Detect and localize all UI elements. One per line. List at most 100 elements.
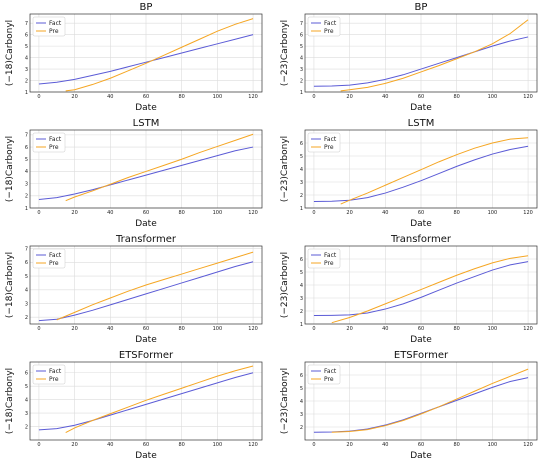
y-tick-label: 1 — [25, 90, 28, 96]
x-tick-label: 80 — [179, 442, 185, 448]
x-tick-label: 0 — [312, 94, 315, 100]
series-line-pre — [65, 365, 254, 434]
y-tick-label: 5 — [25, 274, 28, 280]
y-tick-label: 2 — [25, 194, 28, 200]
legend-label-fact: Fact — [49, 252, 62, 259]
x-tick-label: 40 — [107, 94, 113, 100]
y-tick-label: 6 — [25, 32, 28, 38]
chart-title: Transformer — [115, 234, 177, 245]
x-tick-label: 20 — [346, 94, 352, 100]
chart-svg: 0 20 40 60 80 100 120 1 2 3 4 5 6 7 BP Date (−18)Carbony… — [5, 2, 263, 113]
y-tick-label: 2 — [25, 315, 28, 321]
x-tick-label: 80 — [179, 326, 185, 332]
chart-panel-4: 0 20 40 60 80 100 120 1 2 3 4 5 6 LSTM Date (−23)Carbon… — [275, 116, 550, 232]
chart-svg: 0 20 40 60 80 100 120 1 2 3 4 5 6 Transformer Date (−23… — [280, 234, 538, 345]
y-tick-label: 4 — [300, 283, 303, 289]
legend-label-pre: Pre — [324, 144, 334, 151]
x-tick-label: 20 — [71, 94, 77, 100]
x-axis-label: Date — [135, 335, 157, 345]
chart-svg: 0 20 40 60 80 100 120 2 3 4 5 6 ETSFormer Date (−18)Ca… — [5, 350, 263, 461]
legend-label-pre: Pre — [324, 376, 334, 383]
y-tick-label: 2 — [25, 424, 28, 430]
series-line-pre — [340, 19, 529, 92]
chart-panel-2: 0 20 40 60 80 100 120 1 2 3 4 5 6 7 BP Date (−23)Carbony… — [275, 0, 550, 116]
chart-panel-1: 0 20 40 60 80 100 120 1 2 3 4 5 6 7 BP Date (−18)Carbony… — [0, 0, 275, 116]
legend-label-fact: Fact — [49, 20, 62, 27]
x-tick-label: 40 — [382, 94, 388, 100]
chart-panel-5: 0 20 40 60 80 100 120 2 3 4 5 6 7 Transformer Date (−18… — [0, 232, 275, 348]
y-axis-label: (−18)Carbonyl — [5, 20, 15, 86]
x-tick-label: 60 — [143, 94, 149, 100]
plot-frame — [29, 129, 263, 209]
chart-title: ETSFormer — [394, 350, 449, 361]
chart-svg: 0 20 40 60 80 100 120 1 2 3 4 5 6 LSTM Date (−23)Carbon… — [280, 118, 538, 229]
legend-label-fact: Fact — [324, 136, 337, 143]
y-tick-label: 7 — [25, 21, 28, 27]
legend-label-fact: Fact — [324, 368, 337, 375]
x-tick-label: 100 — [213, 326, 223, 332]
y-axis-label: (−23)Carbonyl — [280, 20, 290, 86]
x-tick-label: 80 — [179, 94, 185, 100]
x-axis-label: Date — [135, 451, 157, 461]
y-tick-label: 4 — [25, 55, 28, 61]
y-tick-label: 1 — [25, 206, 28, 212]
y-tick-label: 5 — [25, 384, 28, 390]
series-line-fact — [313, 36, 529, 87]
x-axis-label: Date — [410, 335, 432, 345]
legend-label-pre: Pre — [324, 260, 334, 267]
y-tick-label: 2 — [300, 309, 303, 315]
chart-panel-8: 0 20 40 60 80 100 120 2 3 4 5 6 ETSFormer Date (−23)Ca… — [275, 348, 550, 464]
chart-svg: 0 20 40 60 80 100 120 1 2 3 4 5 6 7 LSTM Date (−18)Carbo… — [5, 118, 263, 229]
y-tick-label: 3 — [25, 301, 28, 307]
y-tick-label: 6 — [300, 257, 303, 263]
y-tick-label: 4 — [25, 397, 28, 403]
legend-label-pre: Pre — [49, 376, 59, 383]
chart-title: LSTM — [408, 118, 435, 129]
x-tick-label: 120 — [523, 210, 533, 216]
legend-label-pre: Pre — [49, 260, 59, 267]
series-line-pre — [331, 255, 529, 324]
x-tick-label: 0 — [37, 326, 40, 332]
x-tick-label: 100 — [488, 210, 498, 216]
x-tick-label: 40 — [107, 210, 113, 216]
y-axis-label: (−18)Carbonyl — [5, 252, 15, 318]
chart-title: LSTM — [133, 118, 160, 129]
x-tick-label: 80 — [179, 210, 185, 216]
series-line-fact — [38, 146, 254, 200]
y-tick-label: 5 — [300, 270, 303, 276]
y-tick-label: 3 — [300, 67, 303, 73]
chart-svg: 0 20 40 60 80 100 120 1 2 3 4 5 6 7 BP Date (−23)Carbony… — [280, 2, 538, 113]
chart-title: BP — [140, 2, 153, 13]
y-tick-label: 1 — [300, 206, 303, 212]
x-tick-label: 60 — [418, 94, 424, 100]
x-tick-label: 100 — [488, 94, 498, 100]
y-tick-label: 4 — [25, 288, 28, 294]
y-axis-label: (−23)Carbonyl — [280, 252, 290, 318]
y-axis-label: (−18)Carbonyl — [5, 368, 15, 434]
x-tick-label: 0 — [37, 442, 40, 448]
y-tick-label: 3 — [25, 181, 28, 187]
y-tick-label: 1 — [300, 322, 303, 328]
x-tick-label: 40 — [107, 442, 113, 448]
x-tick-label: 100 — [213, 210, 223, 216]
series-line-pre — [331, 368, 529, 433]
y-tick-label: 6 — [25, 260, 28, 266]
x-tick-label: 20 — [346, 442, 352, 448]
chart-panel-6: 0 20 40 60 80 100 120 1 2 3 4 5 6 Transformer Date (−23… — [275, 232, 550, 348]
x-axis-label: Date — [135, 219, 157, 229]
y-tick-label: 3 — [300, 412, 303, 418]
series-line-pre — [340, 137, 529, 205]
legend-label-pre: Pre — [49, 28, 59, 35]
chart-title: ETSFormer — [119, 350, 174, 361]
x-tick-label: 60 — [143, 442, 149, 448]
x-tick-label: 60 — [418, 210, 424, 216]
y-tick-label: 6 — [300, 373, 303, 379]
plot-frame — [29, 361, 263, 441]
chart-svg: 0 20 40 60 80 100 120 2 3 4 5 6 7 Transformer Date (−18… — [5, 234, 263, 345]
x-tick-label: 60 — [143, 326, 149, 332]
x-tick-label: 100 — [213, 442, 223, 448]
series-line-fact — [313, 261, 529, 317]
y-tick-label: 4 — [300, 167, 303, 173]
x-tick-label: 120 — [523, 94, 533, 100]
